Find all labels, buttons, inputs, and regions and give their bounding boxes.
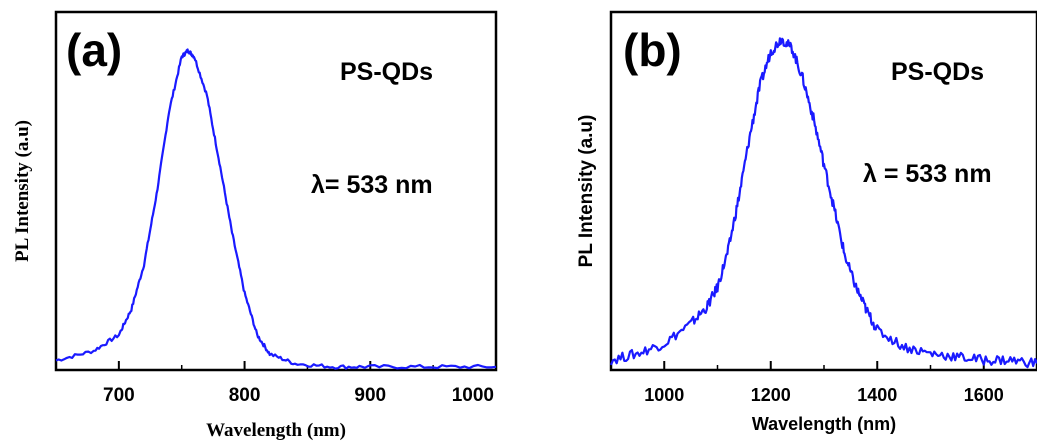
- x-tick-label-a: 1000: [452, 385, 494, 406]
- excitation-label-b: λ = 533 nm: [863, 160, 992, 188]
- x-tick-label-b: 1400: [857, 385, 897, 405]
- plot-a-frame: [54, 10, 498, 372]
- y-axis-label-a: PL Intensity (a.u): [12, 120, 33, 262]
- excitation-label-a: λ= 533 nm: [311, 171, 433, 199]
- x-tick-label-a: 700: [103, 385, 135, 406]
- x-tick-label-b: 1000: [644, 385, 684, 405]
- x-tick-labels-a: 700 800 900 1000: [103, 385, 494, 406]
- panel-label-b: (b): [623, 24, 682, 76]
- x-tick-label-a: 800: [229, 385, 261, 406]
- x-axis-label-a: Wavelength (nm): [206, 420, 346, 441]
- x-tick-labels-b: 1000 1200 1400 1600: [644, 385, 1004, 405]
- x-tick-label-b: 1600: [964, 385, 1004, 405]
- panel-label-a: (a): [66, 24, 122, 76]
- spectrum-line-a: [55, 48, 497, 370]
- spectrum-line-b: [609, 37, 1037, 369]
- x-ticks-b: [610, 361, 1037, 370]
- x-ticks-a: [55, 361, 497, 370]
- panel-a: 700 800 900 1000 (a) PS-QDs λ= 533 nm Wavel…: [12, 10, 498, 441]
- x-tick-label-a: 900: [354, 385, 386, 406]
- y-axis-label-b: PL Intensity (a.u): [576, 115, 597, 268]
- sample-label-b: PS-QDs: [891, 58, 984, 86]
- x-tick-label-b: 1200: [751, 385, 791, 405]
- panel-b: 1000 1200 1400 1600 (b) PS-QDs λ = 533 nm W…: [576, 10, 1037, 434]
- x-axis-label-b: Wavelength (nm): [752, 414, 896, 434]
- sample-label-a: PS-QDs: [340, 58, 433, 86]
